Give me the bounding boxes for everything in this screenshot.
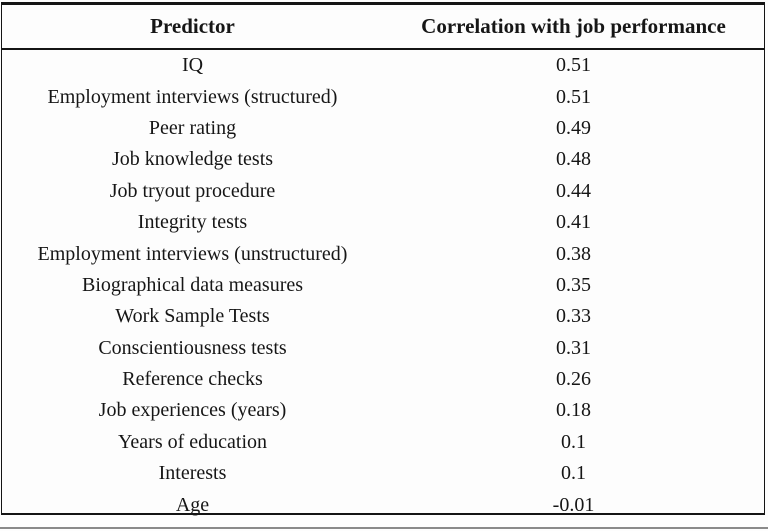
correlation-cell: 0.49 [556,116,591,139]
correlation-cell: 0.41 [556,211,591,234]
table-row: Conscientiousness tests 0.31 [2,333,764,364]
table-row: Employment interviews (unstructured) 0.38 [2,238,764,269]
predictor-cell: Biographical data measures [81,273,304,296]
table-row: Job knowledge tests 0.48 [2,144,764,175]
table-header-row: Predictor Correlation with job performan… [2,5,764,50]
table-row: Age -0.01 [2,489,764,520]
table-row: Biographical data measures 0.35 [2,270,764,301]
table-row: Job experiences (years) 0.18 [2,395,764,426]
predictor-cell: Age [175,493,210,516]
correlation-cell: 0.38 [556,242,591,265]
correlation-cell: 0.1 [561,462,586,485]
predictor-cell: Work Sample Tests [115,305,270,328]
table-row: IQ 0.51 [2,50,764,81]
correlation-cell: -0.01 [552,493,595,516]
table-row: Interests 0.1 [2,458,764,489]
table-row: Work Sample Tests 0.33 [2,301,764,332]
correlation-cell: 0.48 [556,148,591,171]
predictor-cell: IQ [181,54,204,77]
bottom-frame-line [0,527,768,529]
predictor-cell: Job knowledge tests [111,148,274,171]
header-correlation: Correlation with job performance [421,14,726,38]
predictor-cell: Employment interviews (structured) [47,85,338,108]
table-body: IQ 0.51 Employment interviews (structured)… [2,50,764,521]
correlation-cell: 0.18 [556,399,591,422]
correlation-cell: 0.33 [556,305,591,328]
correlation-cell: 0.35 [556,273,591,296]
correlation-cell: 0.51 [556,54,591,77]
predictor-cell: Years of education [117,430,268,453]
table-row: Integrity tests 0.41 [2,207,764,238]
predictor-cell: Peer rating [148,116,237,139]
header-predictor: Predictor [150,14,235,38]
predictor-cell: Job experiences (years) [98,399,287,422]
predictor-cell: Job tryout procedure [109,179,276,202]
correlation-cell: 0.51 [556,85,591,108]
correlation-cell: 0.44 [556,179,591,202]
table-row: Employment interviews (structured) 0.51 [2,81,764,112]
predictor-cell: Employment interviews (unstructured) [37,242,348,265]
correlation-cell: 0.26 [556,368,591,391]
table-row: Reference checks 0.26 [2,364,764,395]
predictor-correlation-table: Predictor Correlation with job performan… [1,2,765,516]
table-row: Years of education 0.1 [2,427,764,458]
correlation-cell: 0.31 [556,336,591,359]
predictor-cell: Interests [158,462,227,485]
correlation-cell: 0.1 [561,430,586,453]
table-row: Job tryout procedure 0.44 [2,176,764,207]
table-row: Peer rating 0.49 [2,113,764,144]
predictor-cell: Conscientiousness tests [98,336,287,359]
predictor-cell: Reference checks [122,368,263,391]
predictor-cell: Integrity tests [137,211,248,234]
